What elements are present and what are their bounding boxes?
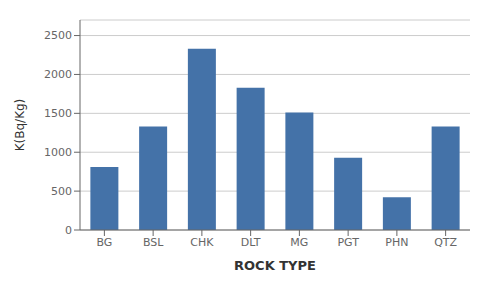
svg-text:K(Bq/Kg): K(Bq/Kg) xyxy=(13,99,27,152)
svg-text:2000: 2000 xyxy=(44,68,72,81)
svg-text:MG: MG xyxy=(290,236,308,249)
svg-text:BSL: BSL xyxy=(143,236,164,249)
svg-text:0: 0 xyxy=(65,224,72,237)
svg-text:500: 500 xyxy=(51,185,72,198)
svg-text:ROCK TYPE: ROCK TYPE xyxy=(234,258,316,273)
svg-text:CHK: CHK xyxy=(190,236,214,249)
svg-text:QTZ: QTZ xyxy=(434,236,457,249)
svg-text:BG: BG xyxy=(96,236,112,249)
svg-text:PGT: PGT xyxy=(337,236,359,249)
svg-text:DLT: DLT xyxy=(241,236,261,249)
svg-text:2500: 2500 xyxy=(44,29,72,42)
svg-text:PHN: PHN xyxy=(385,236,408,249)
svg-text:1500: 1500 xyxy=(44,107,72,120)
svg-text:1000: 1000 xyxy=(44,146,72,159)
